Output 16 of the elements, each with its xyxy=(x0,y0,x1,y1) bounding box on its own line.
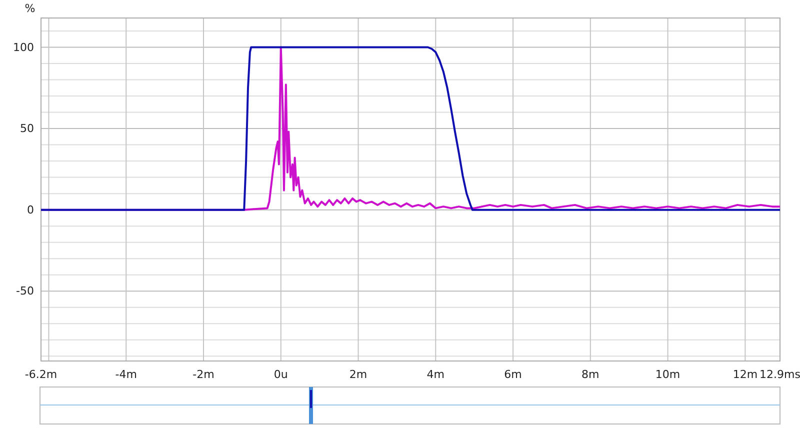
y-tick-label: -50 xyxy=(16,284,34,298)
x-tick-label: 12m xyxy=(732,368,758,381)
x-tick-label: 0u xyxy=(274,368,288,381)
x-tick-label: 8m xyxy=(582,368,600,381)
x-tick-label: -6.2m xyxy=(24,368,58,381)
y-tick-label: 50 xyxy=(20,122,34,136)
x-tick-label: 6m xyxy=(504,368,522,381)
x-tick-label: 4m xyxy=(426,368,445,381)
x-tick-label: -2m xyxy=(192,368,214,381)
x-tick-label: 12.9ms xyxy=(760,368,800,381)
x-tick-label: -4m xyxy=(115,368,137,381)
x-tick-label: 10m xyxy=(655,368,680,381)
x-tick-label: 2m xyxy=(349,368,368,381)
y-axis-title: % xyxy=(24,2,36,15)
y-tick-label: 100 xyxy=(13,40,34,54)
y-tick-label: 0 xyxy=(27,203,34,216)
